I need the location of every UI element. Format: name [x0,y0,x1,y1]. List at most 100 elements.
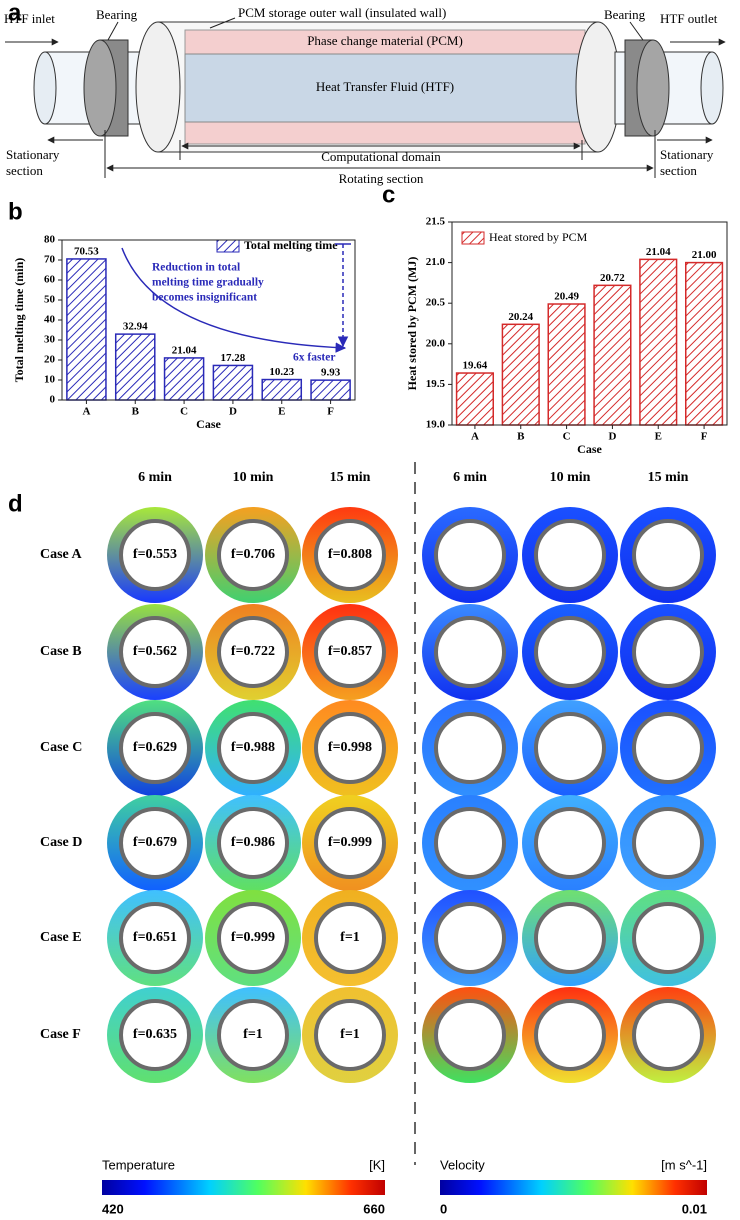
bar [262,380,301,400]
melt-fraction: f=0.999 [231,930,275,945]
bar [67,259,106,400]
label: PCM storage outer wall (insulated wall) [238,5,446,20]
y-axis-label: Total melting time (min) [12,258,26,383]
storage-right-end [576,22,620,152]
label: Bearing [96,7,138,22]
y-tick-label: 19.0 [426,419,446,431]
panel-label: c [382,181,395,208]
value-label: 20.72 [600,272,625,284]
label: Stationary [660,147,714,162]
column-header: 6 min [453,470,487,485]
melt-fraction: f=0.635 [133,1027,177,1042]
tube-wall [634,904,702,972]
row-label: Case C [40,740,82,755]
bar [116,334,155,400]
row-label: Case A [40,547,83,562]
x-tick-label: E [278,406,285,418]
y-tick-label: 40 [44,314,56,326]
bar [165,358,204,400]
bar [213,365,252,400]
right-bearing-face [637,40,669,136]
y-tick-label: 30 [44,334,56,346]
value-label: 20.49 [554,291,579,303]
figure: aHTF inletBearingPCM storage outer wall … [0,0,740,1220]
annotation: 6x faster [293,352,335,364]
y-tick-label: 20.5 [426,297,446,309]
colorbar-title: Temperature [102,1157,175,1172]
colorbar-max: 0.01 [682,1201,707,1216]
row-label: Case E [40,930,82,945]
label: Bearing [604,7,646,22]
y-tick-label: 80 [44,234,56,246]
melt-fraction: f=0.562 [133,644,177,659]
tube-wall [436,809,504,877]
value-label: 21.04 [172,344,197,356]
melt-fraction: f=0.679 [133,835,177,850]
label: HTF outlet [660,11,718,26]
row-label: Case D [40,835,82,850]
melt-fraction: f=0.706 [231,547,275,562]
tube-wall [536,714,604,782]
x-tick-label: F [327,406,334,418]
x-tick-label: D [608,431,616,443]
body: aHTF inletBearingPCM storage outer wall … [0,0,740,1220]
y-tick-label: 10 [44,374,56,386]
x-tick-label: A [82,406,90,418]
colorbar-unit: [m s^-1] [661,1157,707,1172]
bar [311,380,350,400]
column-header: 6 min [138,470,172,485]
bar [686,263,723,425]
tube-wall [536,521,604,589]
value-label: 21.00 [692,249,717,261]
annotation: becomes insignificant [152,292,257,304]
legend-swatch [217,240,239,252]
y-tick-label: 70 [44,254,56,266]
value-label: 9.93 [321,367,341,379]
row-label: Case B [40,644,82,659]
label: HTF inlet [4,11,55,26]
colorbar-unit: [K] [369,1157,385,1172]
row-label: Case F [40,1027,81,1042]
left-bearing-face [84,40,116,136]
page: Figure { "panel_a": { "label": "a", "htf… [0,0,740,1220]
leader [108,22,118,40]
left-shaft-end [34,52,56,124]
bar [594,285,631,425]
x-tick-label: B [132,406,140,418]
label: Phase change material (PCM) [307,33,463,48]
column-header: 15 min [330,470,371,485]
tube-wall [634,521,702,589]
melt-fraction: f=1 [340,930,360,945]
y-tick-label: 50 [44,294,56,306]
melt-fraction: f=0.986 [231,835,275,850]
value-label: 70.53 [74,245,99,257]
value-label: 19.64 [463,360,488,372]
melt-fraction: f=0.808 [328,547,372,562]
x-tick-label: C [180,406,188,418]
melt-fraction: f=0.553 [133,547,177,562]
melt-fraction: f=0.629 [133,740,177,755]
annotation: melting time gradually [152,277,264,289]
right-shaft-end [701,52,723,124]
melt-fraction: f=0.651 [133,930,177,945]
y-tick-label: 20 [44,354,56,366]
value-label: 32.94 [123,321,148,333]
colorbar-min: 420 [102,1201,124,1216]
melt-fraction: f=1 [340,1027,360,1042]
label: Computational domain [321,149,441,164]
x-axis-label: Case [196,417,221,431]
label: section [660,163,697,178]
y-tick-label: 20.0 [426,337,446,349]
melt-fraction: f=1 [243,1027,263,1042]
label: section [6,163,43,178]
colorbar-title: Velocity [440,1157,485,1172]
x-tick-label: F [701,431,708,443]
x-tick-label: C [563,431,571,443]
y-axis-label: Heat stored by PCM (MJ) [405,257,419,391]
label: Heat Transfer Fluid (HTF) [316,79,454,94]
label: Stationary [6,147,60,162]
bar [457,373,494,425]
column-header: 10 min [233,470,274,485]
melt-fraction: f=0.999 [328,835,372,850]
column-header: 10 min [550,470,591,485]
